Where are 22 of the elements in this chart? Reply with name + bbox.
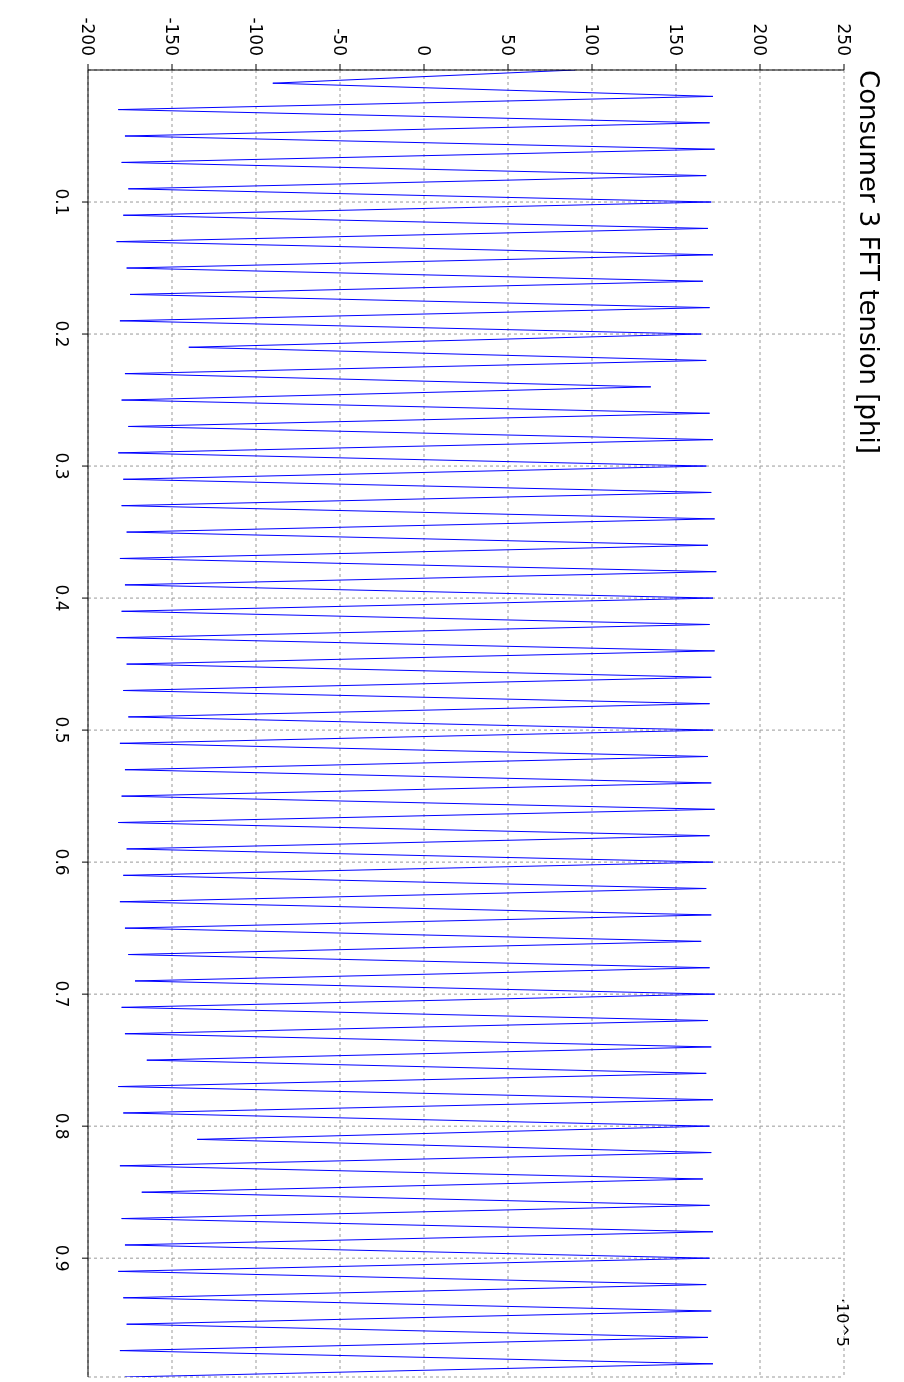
x-tick-label: -50	[330, 28, 350, 56]
x-tick-label: 250	[834, 23, 854, 56]
x-tick-label: 200	[750, 23, 770, 56]
annotation: ·10^5	[833, 1298, 852, 1348]
x-tick-label: 100	[582, 23, 602, 56]
y-tick-label: 0.8	[52, 1112, 72, 1140]
y-tick-label: 0.4	[52, 584, 72, 612]
y-tick-label: 0.3	[52, 452, 72, 480]
x-tick-label: 150	[666, 23, 686, 56]
y-tick-label: 0.2	[52, 320, 72, 348]
y-tick-label: 0.1	[52, 188, 72, 216]
x-tick-label: 50	[498, 34, 518, 56]
x-tick-label: -150	[162, 17, 182, 56]
y-tick-label: 0.9	[52, 1244, 72, 1272]
line-series	[116, 70, 717, 1377]
y-tick-label: 0.7	[52, 980, 72, 1008]
y-tick-label: 0.5	[52, 716, 72, 744]
text: Consumer 3 FFT tension [phi]	[854, 70, 884, 454]
x-tick-label: -200	[78, 17, 98, 56]
x-tick-label: 0	[414, 45, 434, 56]
y-tick-label: 0.6	[52, 848, 72, 876]
x-tick-label: -100	[246, 17, 266, 56]
